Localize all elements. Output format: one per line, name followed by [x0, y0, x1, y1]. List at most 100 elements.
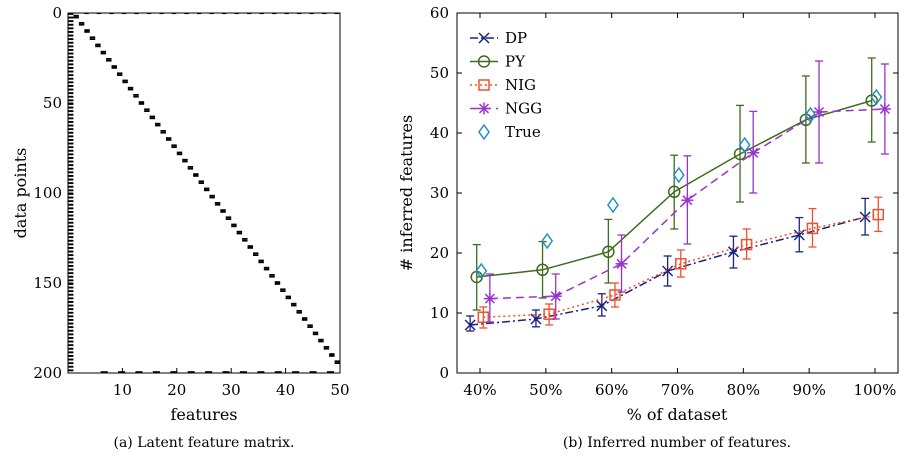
- matrix-cell: [127, 86, 134, 89]
- error-bar: [670, 154, 679, 230]
- matrix-cell: [68, 247, 74, 249]
- matrix-cell: [263, 268, 270, 271]
- data-point: [536, 263, 549, 277]
- data-point: [615, 257, 628, 270]
- data-point: [464, 319, 476, 331]
- matrix-cell: [68, 59, 74, 62]
- matrix-cell: [146, 13, 152, 15]
- matrix-cell: [122, 81, 128, 84]
- matrix-cell: [68, 365, 74, 368]
- matrix-cell: [292, 371, 300, 373]
- matrix-cell: [68, 326, 74, 329]
- data-point: [793, 229, 805, 241]
- matrix-cell: [95, 43, 101, 46]
- matrix-cell: [291, 302, 297, 305]
- data-point: [549, 290, 562, 303]
- matrix-cell: [138, 101, 145, 103]
- matrix-cell: [257, 371, 265, 373]
- right-y-tick-label: 50: [430, 64, 449, 82]
- matrix-cell: [68, 214, 74, 217]
- legend-marker: [478, 32, 490, 44]
- matrix-cell: [68, 200, 74, 203]
- matrix-cell: [247, 247, 253, 249]
- matrix-cell: [159, 13, 164, 15]
- matrix-cell: [144, 110, 150, 112]
- data-point: [747, 146, 760, 159]
- legend-marker: [478, 102, 490, 115]
- matrix-cell: [68, 250, 74, 253]
- data-point: [475, 262, 488, 280]
- matrix-cell: [78, 23, 85, 26]
- matrix-cell: [220, 211, 226, 213]
- matrix-cell: [68, 128, 74, 131]
- error-bar: [742, 228, 751, 260]
- series-dp: [464, 197, 871, 332]
- error-bar: [676, 249, 685, 278]
- right-x-ticks: 40% 50% 60% 70% 80% 90% 100%: [463, 13, 896, 399]
- matrix-cell: [297, 13, 302, 15]
- data-point: [804, 106, 817, 124]
- matrix-cell: [68, 113, 74, 116]
- matrix-cell: [68, 13, 74, 15]
- error-bar: [479, 306, 488, 329]
- matrix-cell: [309, 13, 314, 15]
- matrix-cell: [149, 117, 156, 120]
- matrix-cell: [246, 13, 252, 15]
- matrix-cell: [68, 16, 74, 19]
- matrix-cell: [68, 333, 74, 336]
- data-point: [859, 211, 871, 223]
- matrix-cell: [68, 265, 74, 267]
- legend-item-ngg: NGG: [470, 100, 542, 118]
- left-y-tick-label: 200: [33, 364, 62, 382]
- matrix-cell: [182, 158, 188, 161]
- error-bar: [801, 75, 810, 164]
- matrix-cell: [68, 52, 74, 55]
- matrix-cell: [329, 353, 335, 355]
- matrix-cell: [68, 283, 74, 285]
- matrix-cell: [258, 259, 264, 262]
- matrix-cell: [160, 131, 166, 134]
- right-y-axis-label: # inferred features: [397, 115, 416, 271]
- matrix-cell: [155, 124, 161, 127]
- data-point: [727, 246, 739, 258]
- matrix-cell: [204, 187, 210, 190]
- matrix-cell: [68, 355, 74, 357]
- legend-marker: [477, 55, 491, 68]
- matrix-cell: [165, 137, 172, 139]
- matrix-cell: [68, 121, 74, 123]
- right-x-tick-label: 70%: [661, 381, 694, 399]
- matrix-cell: [68, 286, 74, 289]
- matrix-cell: [68, 319, 74, 321]
- matrix-cell: [68, 279, 74, 282]
- matrix-cell: [170, 371, 178, 373]
- left-y-tick-label: 100: [33, 184, 62, 202]
- matrix-cell: [296, 311, 302, 314]
- matrix-cell: [326, 371, 335, 373]
- matrix-cell: [68, 185, 74, 188]
- matrix-cell: [187, 371, 195, 373]
- matrix-cell: [236, 232, 243, 235]
- matrix-cell: [171, 146, 177, 148]
- legend-item-py: PY: [470, 53, 526, 71]
- matrix-cell: [116, 74, 123, 76]
- matrix-cell: [68, 297, 74, 300]
- matrix-cell: [89, 36, 96, 39]
- matrix-cell: [68, 257, 74, 260]
- legend-label: DP: [505, 29, 527, 47]
- inferred-features-chart: 40% 50% 60% 70% 80% 90% 100% 0 10 20 30 40 50 60 DP P…: [397, 4, 899, 451]
- matrix-cell: [160, 130, 166, 132]
- matrix-cell: [236, 230, 243, 233]
- matrix-cell: [269, 275, 275, 278]
- matrix-cell: [68, 95, 74, 98]
- matrix-cell: [187, 166, 194, 168]
- matrix-cell: [68, 85, 74, 87]
- error-bar: [610, 282, 619, 308]
- matrix-cell: [318, 338, 324, 341]
- data-point: [672, 166, 685, 184]
- legend-marker: [478, 123, 490, 141]
- matrix-cell: [322, 13, 327, 15]
- matrix-cell: [68, 308, 74, 311]
- matrix-cell: [68, 81, 74, 84]
- matrix-cell: [329, 355, 335, 357]
- matrix-cell: [118, 371, 126, 373]
